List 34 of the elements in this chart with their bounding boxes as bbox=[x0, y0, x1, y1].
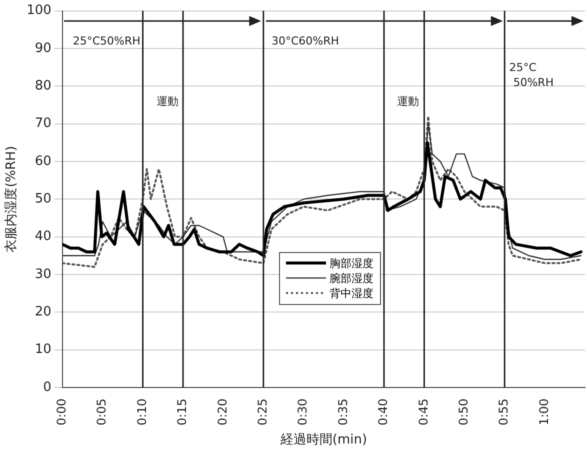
y-tick-label: 70 bbox=[34, 116, 52, 132]
annotation: 25°C50%RH bbox=[72, 34, 140, 48]
x-tick-label: 0:00 bbox=[54, 398, 69, 426]
x-tick-label: 1:00 bbox=[536, 398, 551, 426]
x-axis-title: 経過時間(min) bbox=[279, 432, 368, 448]
legend-label: 背中湿度 bbox=[330, 286, 374, 301]
y-tick-label: 0 bbox=[43, 380, 52, 395]
y-tick-label: 40 bbox=[34, 229, 52, 244]
annotation: 30°C60%RH bbox=[271, 34, 339, 48]
x-tick-label: 0:55 bbox=[496, 398, 511, 426]
x-tick-label: 0:25 bbox=[256, 398, 270, 426]
y-tick-label: 20 bbox=[34, 304, 52, 320]
x-tick-label: 0:45 bbox=[416, 398, 430, 426]
annotation: 運動 bbox=[156, 94, 178, 108]
y-tick-label: 30 bbox=[34, 266, 52, 282]
x-tick-label: 0:35 bbox=[336, 398, 350, 426]
y-axis-title: 衣服内湿度(%RH) bbox=[3, 146, 20, 252]
x-tick-label: 0:10 bbox=[134, 398, 149, 426]
x-tick-label: 0:15 bbox=[175, 398, 190, 426]
y-tick-label: 80 bbox=[34, 78, 52, 94]
x-tick-label: 0:05 bbox=[94, 398, 109, 426]
annotation: 25°C 50%RH bbox=[509, 61, 554, 90]
y-tick-label: 10 bbox=[34, 342, 52, 358]
x-tick-label: 0:20 bbox=[215, 398, 230, 426]
x-tick-label: 0:30 bbox=[296, 398, 310, 426]
y-tick-label: 50 bbox=[34, 192, 52, 206]
y-tick-label: 60 bbox=[34, 154, 52, 169]
y-tick-label: 90 bbox=[34, 40, 52, 56]
legend-label: 胸部湿度 bbox=[330, 256, 374, 271]
x-tick-label: 0:40 bbox=[376, 398, 390, 426]
legend-label: 腕部湿度 bbox=[330, 270, 374, 286]
y-tick-label: 100 bbox=[26, 3, 52, 18]
x-tick-label: 0:50 bbox=[456, 398, 471, 426]
annotation: 運動 bbox=[396, 94, 419, 108]
